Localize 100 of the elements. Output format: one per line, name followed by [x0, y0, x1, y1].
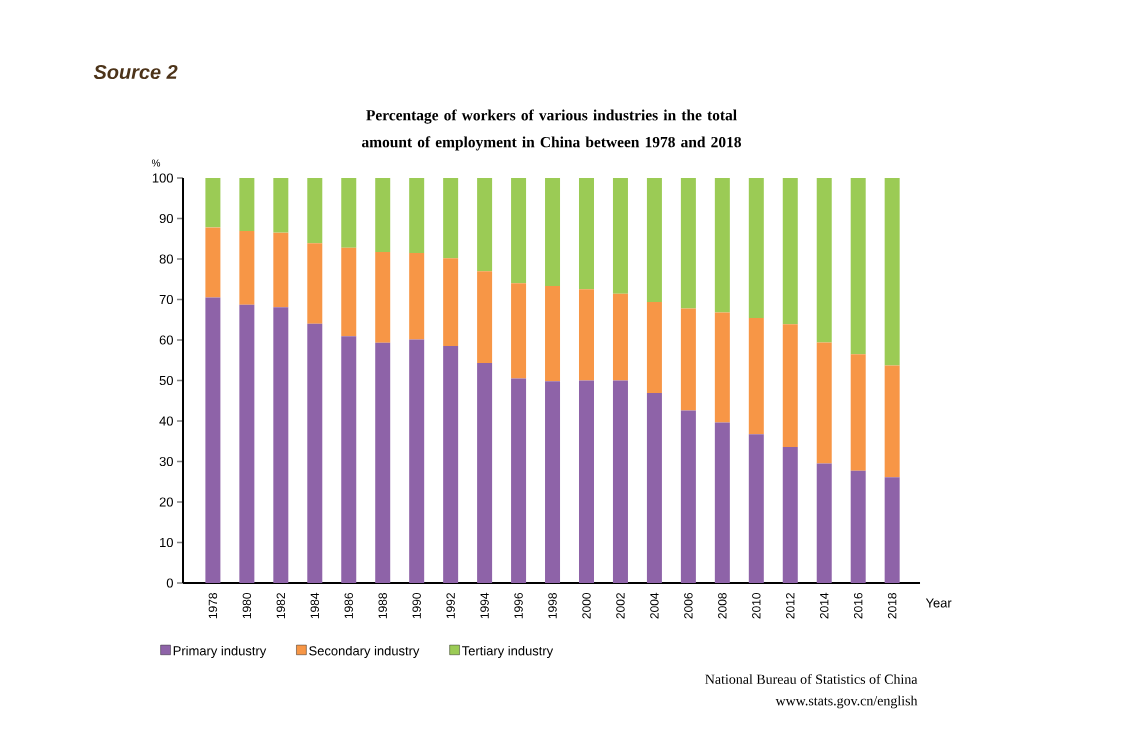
bar	[273, 177, 289, 233]
bar	[341, 336, 357, 583]
bar	[409, 177, 425, 253]
bar	[545, 381, 561, 583]
legend-label: Secondary industry	[309, 645, 420, 658]
bar	[850, 470, 866, 583]
bar	[680, 177, 696, 309]
x-tick-label: 1984	[310, 592, 320, 619]
x-tick-label: 1998	[548, 593, 557, 619]
bar	[748, 434, 764, 583]
bar	[884, 177, 900, 366]
bar	[239, 304, 255, 583]
y-tick-label: 30	[159, 456, 173, 467]
bar	[646, 301, 662, 394]
bar	[239, 231, 255, 305]
bar	[714, 422, 730, 583]
x-tick-label: 1978	[208, 593, 218, 619]
bar	[409, 339, 425, 583]
bar	[205, 177, 221, 228]
y-tick-label: 80	[159, 254, 173, 264]
bar	[341, 177, 357, 248]
y-tick-label: 50	[159, 375, 173, 386]
bar	[273, 232, 289, 308]
bar	[850, 354, 866, 471]
bar	[782, 324, 798, 447]
bar	[816, 177, 832, 343]
legend-label: Tertiary industry	[462, 645, 554, 658]
bar	[646, 177, 662, 302]
x-tick-label: 1994	[480, 592, 489, 619]
x-tick-label: 2002	[616, 593, 625, 619]
bar	[545, 177, 561, 287]
bar	[612, 380, 628, 583]
bar	[748, 177, 764, 319]
bar	[409, 252, 425, 340]
x-tick-label: 2016	[853, 593, 863, 619]
y-tick-label: 40	[159, 416, 173, 426]
bar	[578, 289, 594, 381]
chart-title: Percentage of workers of various industries in the total amount of employment in China between 1978 and 2018	[361, 109, 741, 151]
y-axis-title: %	[151, 159, 161, 167]
source-note: Source 2	[93, 64, 178, 80]
x-tick-label: 2000	[582, 592, 591, 619]
bar	[680, 308, 696, 411]
bar	[612, 177, 628, 294]
bar	[273, 307, 289, 583]
bar	[850, 177, 866, 355]
bar	[477, 363, 493, 583]
bar	[375, 342, 391, 583]
x-tick-label: 1990	[412, 592, 421, 619]
bar	[443, 258, 459, 347]
bar	[612, 293, 628, 381]
x-tick-label: 1992	[446, 593, 455, 619]
y-tick-label: 90	[159, 213, 173, 224]
x-tick-label: 1986	[344, 593, 353, 619]
x-tick-label: 2014	[820, 592, 829, 619]
x-tick-label: 2004	[650, 592, 659, 619]
legend-label: Primary industry	[173, 645, 267, 658]
y-tick-label: 0	[166, 578, 173, 588]
bar	[511, 283, 527, 379]
bar	[477, 271, 493, 364]
bar	[477, 177, 493, 272]
x-tick-label: 2006	[684, 593, 693, 619]
bar	[239, 177, 255, 232]
bar	[205, 227, 221, 298]
bar	[714, 312, 730, 423]
bar	[782, 446, 798, 583]
bar	[816, 463, 832, 583]
bar	[748, 318, 764, 435]
bar	[307, 177, 323, 244]
x-tick-label: 2010	[752, 592, 761, 619]
bar	[307, 243, 323, 324]
bar	[545, 286, 561, 382]
x-tick-label: 2018	[887, 593, 897, 619]
bar	[884, 365, 900, 478]
bar	[680, 410, 696, 583]
bar	[511, 177, 527, 284]
bar	[443, 346, 459, 583]
x-tick-label: 1996	[514, 593, 523, 619]
bar	[511, 378, 527, 583]
bar	[782, 177, 798, 325]
x-tick-label: 2012	[786, 593, 795, 619]
y-tick-label: 10	[160, 537, 173, 548]
bar	[578, 380, 594, 583]
bar	[578, 177, 594, 290]
bar	[443, 177, 459, 259]
bar	[341, 247, 357, 337]
bar	[646, 393, 662, 583]
y-tick-label: 100	[152, 173, 173, 183]
bar	[375, 177, 391, 253]
text: www.stats.gov.cn/english	[775, 695, 918, 709]
y-tick-label: 70	[159, 294, 173, 305]
bar	[307, 323, 323, 583]
y-tick-label: 20	[159, 497, 173, 507]
x-tick-label: 1988	[378, 593, 387, 619]
text: National Bureau of Statistics of China	[705, 674, 918, 684]
y-tick-label: 60	[159, 335, 173, 345]
x-tick-label: 2008	[718, 593, 727, 619]
bar	[816, 342, 832, 464]
bar	[205, 297, 221, 583]
bar	[375, 252, 391, 343]
bar	[714, 177, 730, 313]
